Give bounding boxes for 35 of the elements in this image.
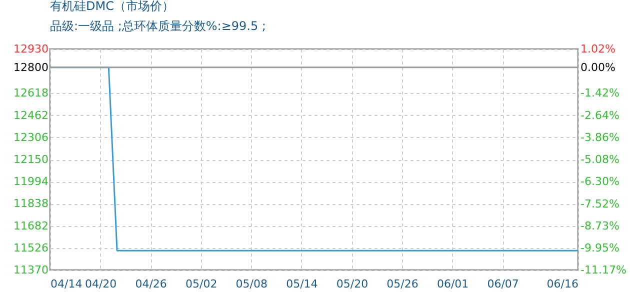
y2-tick-label: -9.95% [580, 241, 620, 254]
y-tick-label: 12618 [14, 86, 48, 100]
y2-tick-label: -5.08% [580, 153, 620, 166]
y2-tick-label: -1.42% [580, 86, 620, 100]
y-tick-label: 11526 [14, 241, 48, 254]
y-tick-label: 12150 [14, 153, 48, 166]
x-tick-label: 06/16 [546, 278, 578, 290]
y-tick-label: 12930 [14, 42, 48, 56]
y2-tick-label: -6.30% [580, 175, 620, 188]
y-tick-label: 12306 [14, 130, 48, 144]
y2-tick-label: -2.64% [580, 108, 620, 122]
x-tick-label: 05/02 [186, 278, 218, 290]
x-tick-label: 06/07 [487, 278, 519, 290]
y-tick-label: 12800 [14, 60, 48, 74]
x-tick-label: 05/26 [386, 278, 418, 290]
y-tick-label: 11682 [14, 219, 48, 232]
y2-tick-label: 1.02% [580, 42, 616, 56]
y-tick-label: 11370 [14, 264, 48, 276]
x-tick-label: 04/26 [135, 278, 167, 290]
y2-tick-label: -3.86% [580, 130, 620, 144]
x-tick-label: 06/01 [436, 278, 469, 290]
x-tick-label: 05/20 [336, 278, 368, 290]
y2-tick-label: -11.17% [580, 264, 626, 276]
x-tick-label: 05/14 [286, 278, 318, 290]
y-tick-label: 11838 [14, 197, 48, 210]
y-tick-label: 12462 [14, 108, 48, 122]
y2-tick-label: -7.52% [580, 197, 620, 210]
x-tick-label: 05/08 [236, 278, 268, 290]
x-tick-label: 04/20 [84, 278, 117, 290]
y2-tick-label: -8.73% [580, 219, 620, 232]
chart-subtitle: 品级:一级品 ;总环体质量分数%:≥99.5 ; [50, 19, 266, 33]
x-tick-label: 04/14 [50, 278, 82, 290]
y-tick-label: 11994 [14, 175, 48, 188]
y2-tick-label: 0.00% [580, 60, 616, 74]
chart-title: 有机硅DMC（市场价） [50, 0, 174, 13]
